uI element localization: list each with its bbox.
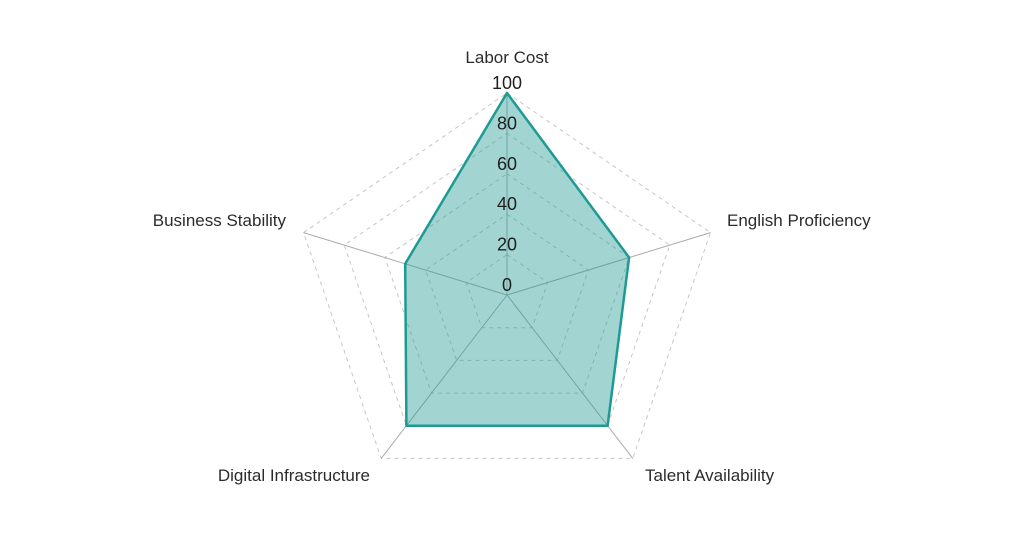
tick-label-60: 60 xyxy=(497,154,517,174)
tick-label-80: 80 xyxy=(497,113,517,133)
category-label-business-stability: Business Stability xyxy=(153,211,287,230)
tick-labels-group: 0 20 40 60 80 100 xyxy=(492,73,522,295)
axis-line xyxy=(380,294,508,459)
category-label-talent-availability: Talent Availability xyxy=(645,466,775,485)
tick-label-20: 20 xyxy=(497,235,517,255)
category-label-digital-infrastructure: Digital Infrastructure xyxy=(218,466,370,485)
grid-ring-40 xyxy=(425,213,589,361)
category-labels-group: Labor Cost English Proficiency Talent Avai… xyxy=(153,48,871,485)
axis-line xyxy=(506,294,634,459)
category-label-english-proficiency: English Proficiency xyxy=(727,211,871,230)
data-polygon xyxy=(403,91,631,427)
axis-lines-group xyxy=(303,93,711,459)
grid-ring-60 xyxy=(384,173,630,394)
grid-ring-20 xyxy=(465,253,549,329)
axis-line xyxy=(506,232,711,296)
data-series-group xyxy=(403,91,631,427)
grid-ring-100 xyxy=(302,92,712,459)
tick-label-40: 40 xyxy=(497,194,517,214)
tick-label-0: 0 xyxy=(502,275,512,295)
category-label-labor-cost: Labor Cost xyxy=(465,48,548,67)
tick-label-100: 100 xyxy=(492,73,522,93)
